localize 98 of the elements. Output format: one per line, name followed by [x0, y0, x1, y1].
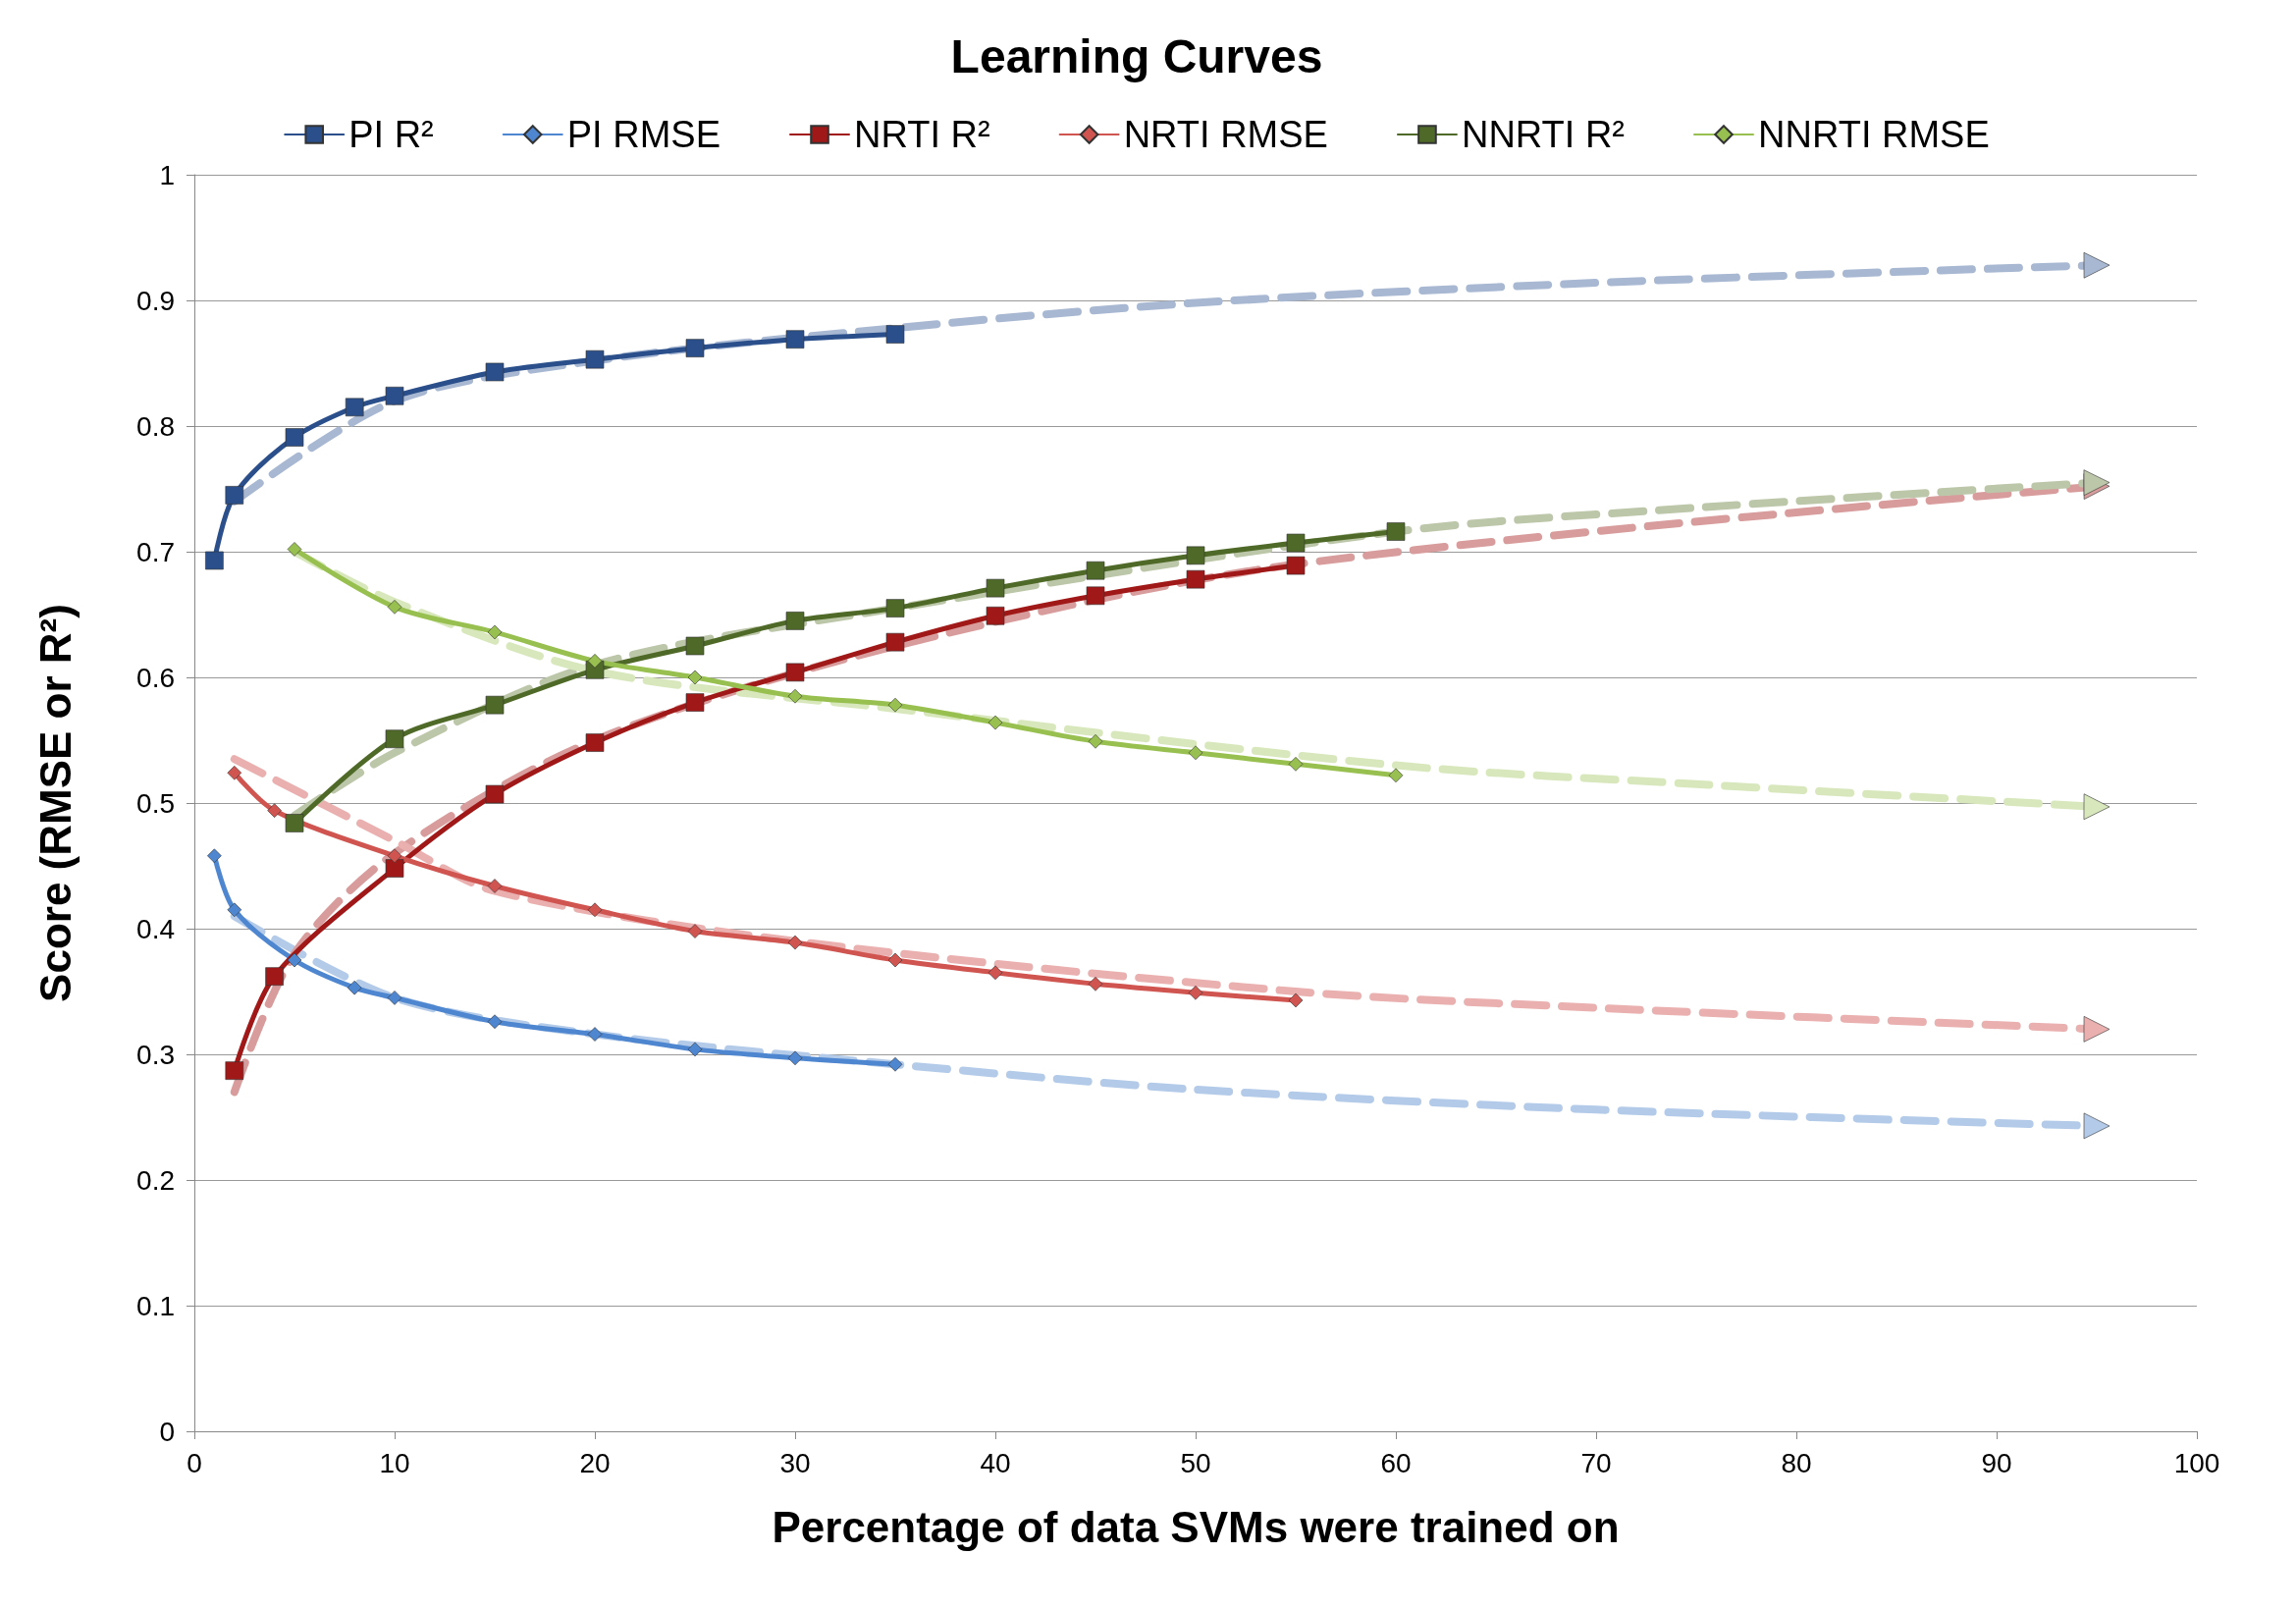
- legend-label: PI RMSE: [566, 114, 721, 155]
- y-tick-label: 0.1: [136, 1290, 175, 1321]
- point: [685, 693, 705, 712]
- point: [787, 688, 803, 704]
- point: [885, 599, 905, 617]
- point: [385, 386, 404, 405]
- point: [267, 803, 282, 818]
- x-tick-label: 10: [379, 1447, 410, 1478]
- point: [885, 632, 905, 652]
- point: [207, 848, 222, 864]
- point: [988, 965, 1003, 981]
- point: [485, 784, 505, 804]
- point: [225, 1061, 244, 1080]
- point: [285, 428, 304, 447]
- point: [385, 729, 404, 749]
- y-tick-label: 0: [159, 1416, 175, 1447]
- y-tick-label: 0.2: [136, 1164, 175, 1196]
- legend-label: NNRTI RMSE: [1758, 114, 1990, 155]
- point: [988, 715, 1003, 730]
- point: [227, 902, 242, 918]
- point: [287, 952, 302, 968]
- y-tick-label: 0.8: [136, 410, 175, 442]
- x-tick-label: 80: [1781, 1447, 1812, 1478]
- point: [585, 733, 605, 752]
- x-tick-label: 0: [187, 1447, 202, 1478]
- point: [387, 991, 402, 1005]
- legend-label: NRTI R²: [854, 114, 990, 155]
- point: [225, 486, 244, 505]
- point: [1088, 733, 1103, 749]
- legend-label: NNRTI R²: [1461, 114, 1626, 155]
- point: [487, 624, 503, 640]
- point: [587, 1027, 603, 1042]
- point: [227, 765, 242, 780]
- point: [785, 663, 805, 682]
- x-tick-label: 70: [1580, 1447, 1612, 1478]
- legend-label: PI R²: [348, 114, 434, 155]
- point: [387, 848, 402, 864]
- point: [887, 952, 903, 968]
- y-axis-title: Score (RMSE or R²): [30, 604, 80, 1002]
- point: [687, 924, 703, 938]
- point: [785, 330, 805, 348]
- y-tick-label: 1: [159, 159, 175, 190]
- point: [385, 859, 404, 878]
- point: [265, 967, 284, 986]
- x-tick-label: 100: [2173, 1447, 2220, 1478]
- point: [685, 636, 705, 656]
- point: [986, 578, 1005, 598]
- point: [687, 670, 703, 685]
- chart-title: Learning Curves: [950, 29, 1323, 82]
- point: [287, 542, 302, 557]
- point: [887, 697, 903, 713]
- point: [1386, 522, 1406, 541]
- point: [1188, 745, 1203, 761]
- point: [787, 1050, 803, 1066]
- point: [787, 935, 803, 950]
- point: [1186, 546, 1205, 565]
- y-tick-label: 0.6: [136, 662, 175, 693]
- point: [1388, 768, 1404, 783]
- x-axis-title: Percentage of data SVMs were trained on: [772, 1502, 1620, 1551]
- point: [685, 339, 705, 357]
- point: [1288, 757, 1304, 772]
- x-tick-label: 50: [1180, 1447, 1211, 1478]
- point: [387, 600, 402, 615]
- point: [687, 1042, 703, 1057]
- point: [1088, 977, 1103, 992]
- point: [1288, 992, 1304, 1008]
- legend-label: NRTI RMSE: [1123, 114, 1328, 155]
- point: [345, 398, 364, 417]
- point: [885, 325, 905, 344]
- point: [587, 654, 603, 669]
- point: [1286, 556, 1306, 575]
- point: [986, 606, 1005, 625]
- x-tick-label: 90: [1981, 1447, 2012, 1478]
- point: [585, 349, 605, 369]
- point: [487, 879, 503, 893]
- point: [205, 551, 224, 570]
- point: [587, 902, 603, 918]
- x-tick-label: 30: [779, 1447, 811, 1478]
- point: [285, 814, 304, 832]
- x-tick-label: 20: [579, 1447, 611, 1478]
- point: [1188, 985, 1203, 1000]
- point: [485, 362, 505, 382]
- y-tick-label: 0.5: [136, 787, 175, 819]
- point: [1186, 569, 1205, 589]
- x-tick-label: 60: [1380, 1447, 1412, 1478]
- y-tick-label: 0.9: [136, 285, 175, 316]
- point: [485, 695, 505, 715]
- point: [1086, 586, 1105, 606]
- y-tick-label: 0.3: [136, 1039, 175, 1070]
- x-tick-label: 40: [980, 1447, 1011, 1478]
- point: [887, 1056, 903, 1072]
- y-tick-label: 0.7: [136, 536, 175, 567]
- y-tick-label: 0.4: [136, 913, 175, 944]
- point: [347, 980, 362, 995]
- point: [487, 1014, 503, 1030]
- point: [1086, 561, 1105, 580]
- point: [785, 612, 805, 630]
- point: [1286, 533, 1306, 553]
